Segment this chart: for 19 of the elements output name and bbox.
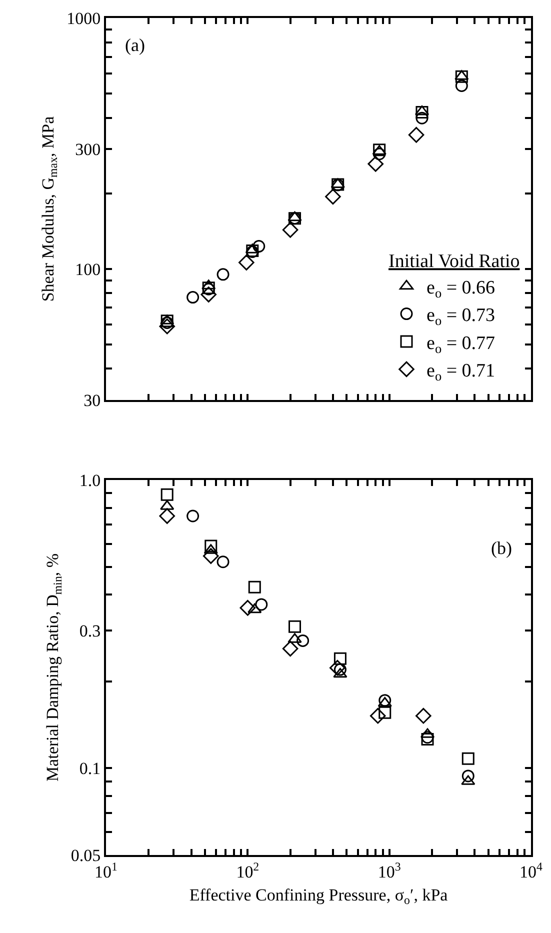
y-tick-label: 1.0 bbox=[79, 470, 101, 490]
y-tick-label: 0.05 bbox=[70, 846, 101, 865]
legend-label: e$_{o}$ = 0.73 bbox=[426, 305, 496, 328]
legend-label: e$_{o}$ = 0.66 bbox=[426, 278, 496, 300]
legend-title: Initial Void Ratio bbox=[388, 251, 520, 272]
x-axis-title: Effective Confining Pressure, σ$_{o}$′, kPa bbox=[189, 885, 448, 907]
annotation: (a) bbox=[125, 35, 145, 55]
y-tick-label: 0.3 bbox=[79, 622, 101, 641]
x-tick-label: 10$^{2}$ bbox=[236, 859, 260, 882]
legend-label: e$_{o}$ = 0.71 bbox=[426, 360, 496, 384]
annotation: (b) bbox=[491, 538, 512, 558]
x-tick-label: 10$^{3}$ bbox=[378, 859, 401, 882]
x-tick-label: 10$^{4}$ bbox=[520, 859, 543, 882]
y-tick-label: 300 bbox=[75, 140, 101, 160]
y-tick-label: 0.1 bbox=[79, 759, 101, 778]
y-tick-label: 100 bbox=[75, 260, 101, 279]
legend-label: e$_{o}$ = 0.77 bbox=[426, 332, 496, 356]
y-tick-label: 30 bbox=[84, 390, 101, 410]
y-tick-label: 1000 bbox=[66, 8, 101, 28]
